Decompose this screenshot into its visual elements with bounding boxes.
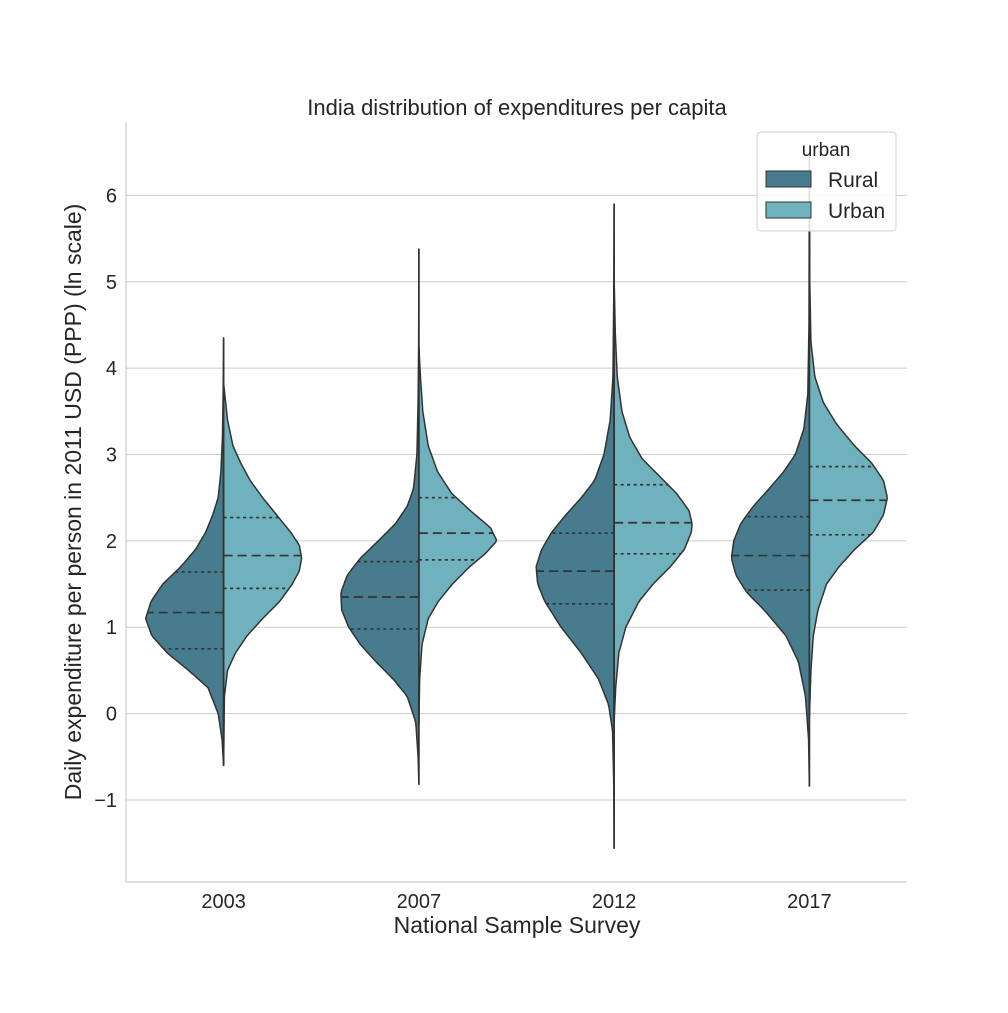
y-tick-label: 2 [106, 531, 117, 553]
y-tick-label: 3 [106, 445, 117, 467]
violin-urban-2007 [418, 345, 498, 725]
y-tick-label: 4 [106, 358, 117, 380]
y-tick-label: 6 [106, 185, 117, 207]
legend-swatch-urban [765, 201, 812, 219]
legend-swatch-rural [765, 170, 812, 188]
x-axis-label: National Sample Survey [394, 912, 641, 938]
chart-title: India distribution of expenditures per c… [307, 95, 727, 120]
legend-label-urban: Urban [828, 200, 885, 223]
y-tick-label: 5 [106, 272, 117, 294]
x-tick-label-2017: 2017 [787, 891, 832, 913]
y-tick-label: 0 [106, 704, 117, 726]
y-tick-label: −1 [94, 790, 117, 812]
legend-label-rural: Rural [828, 169, 878, 192]
violin-urban-2012 [613, 276, 693, 723]
x-tick-label-2003: 2003 [201, 891, 246, 913]
y-tick-label: 1 [106, 617, 117, 639]
y-tick-labels: −1 0 1 2 3 4 5 6 [94, 185, 117, 812]
violins [144, 151, 888, 850]
legend: urban Rural Urban [756, 131, 897, 232]
x-tick-label-2007: 2007 [397, 891, 442, 913]
x-tick-labels: 2003 2007 2012 2017 [201, 891, 831, 913]
x-tick-label-2012: 2012 [592, 891, 637, 913]
y-axis-label: Daily expenditure per person in 2011 USD… [60, 204, 86, 801]
legend-title: urban [802, 140, 851, 161]
axes [125, 122, 907, 883]
